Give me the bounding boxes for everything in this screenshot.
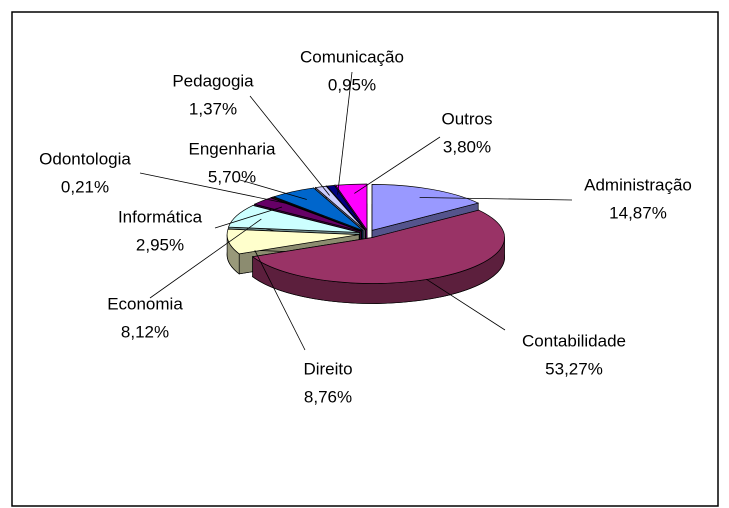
- slice-label: Odontologia: [39, 149, 131, 168]
- slice-label: Informática: [118, 207, 203, 226]
- leader-line: [249, 95, 330, 196]
- slice-top: [272, 187, 364, 231]
- slice-label: Direito: [303, 359, 352, 378]
- slice-value-label: 2,95%: [136, 235, 184, 254]
- slice-value-label: 14,87%: [609, 203, 667, 222]
- slice-top: [335, 183, 368, 232]
- leader-line: [354, 136, 441, 194]
- slice-top: [314, 185, 366, 231]
- slice-label: Economia: [107, 294, 183, 313]
- leader-line: [419, 197, 573, 201]
- slice-top: [270, 196, 362, 232]
- slice-value-label: 0,95%: [328, 75, 376, 94]
- slice: [251, 209, 505, 304]
- leader-line: [337, 71, 353, 195]
- slice-value-label: 0,21%: [61, 177, 109, 196]
- leader-line: [149, 218, 262, 299]
- slice-top: [253, 197, 362, 232]
- slice-label: Outros: [441, 109, 492, 128]
- slice-top: [371, 184, 480, 231]
- slice-top: [251, 209, 505, 284]
- slice-label: Administração: [584, 175, 692, 194]
- leader-line: [254, 250, 306, 351]
- leader-line: [139, 172, 291, 205]
- slice-label: Comunicação: [300, 47, 404, 66]
- slice-value-label: 3,80%: [443, 137, 491, 156]
- slice-value-label: 8,76%: [304, 387, 352, 406]
- slice-label: Pedagogia: [172, 71, 254, 90]
- leader-line: [426, 278, 506, 331]
- slice-top: [228, 205, 360, 233]
- slice-label: Contabilidade: [522, 331, 626, 350]
- leader-line: [239, 179, 307, 200]
- slice-value-label: 1,37%: [189, 99, 237, 118]
- slice-label: Engenharia: [189, 139, 277, 158]
- slice-value-label: 53,27%: [545, 359, 603, 378]
- leader-line: [214, 206, 283, 229]
- slice-value-label: 5,70%: [208, 167, 256, 186]
- slice-value-label: 8,12%: [121, 322, 169, 341]
- slice-top: [326, 185, 366, 231]
